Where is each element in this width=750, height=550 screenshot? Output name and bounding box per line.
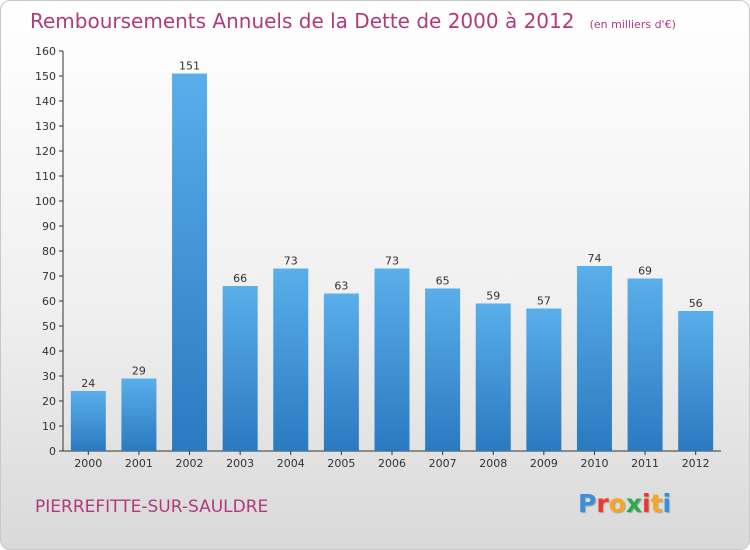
value-label-2002: 151 (179, 60, 200, 73)
value-label-2003: 66 (233, 272, 247, 285)
brand-letter: P (578, 489, 597, 518)
brand-letter: i (642, 489, 651, 518)
y-tick-label: 50 (42, 320, 56, 333)
y-tick-label: 110 (35, 170, 56, 183)
brand-letter: x (625, 489, 642, 518)
x-tick-label-2003: 2003 (226, 457, 254, 470)
brand-letter: r (596, 489, 609, 518)
title-row: Remboursements Annuels de la Dette de 20… (30, 9, 676, 33)
x-tick-label-2000: 2000 (74, 457, 102, 470)
bar-2002 (172, 73, 208, 451)
y-tick-label: 70 (42, 270, 56, 283)
y-tick-label: 30 (42, 370, 56, 383)
y-tick-label: 80 (42, 245, 56, 258)
value-label-2009: 57 (537, 295, 551, 308)
page-title: Remboursements Annuels de la Dette de 20… (30, 9, 575, 33)
bar-2009 (526, 308, 562, 451)
bar-2000 (70, 391, 106, 451)
y-tick-label: 130 (35, 120, 56, 133)
x-tick-label-2012: 2012 (682, 457, 710, 470)
x-tick-label-2006: 2006 (378, 457, 406, 470)
brand-letter: t (650, 489, 663, 518)
x-tick-label-2010: 2010 (580, 457, 608, 470)
value-label-2004: 73 (284, 255, 298, 268)
x-tick-labels: 2000 2001 2002 2003 2004 2005 2006 2007 2008 2009… (74, 457, 709, 470)
y-tick-label: 40 (42, 345, 56, 358)
y-tick-label: 10 (42, 420, 56, 433)
bars (70, 73, 714, 451)
bar-2010 (576, 266, 612, 451)
value-labels: 24 29 151 66 73 63 73 65 59 57 74 69 56 (81, 60, 702, 391)
x-tick-label-2009: 2009 (530, 457, 558, 470)
bar-2011 (627, 278, 663, 451)
y-tick-label: 100 (35, 195, 56, 208)
y-tick-label: 140 (35, 95, 56, 108)
value-label-2001: 29 (132, 365, 146, 378)
brand-letter: i (662, 489, 672, 518)
title-unit: (en milliers d'€) (589, 18, 676, 31)
bar-2001 (121, 378, 157, 451)
y-tick-label: 160 (35, 45, 56, 58)
y-tick-label: 60 (42, 295, 56, 308)
x-tick-label-2002: 2002 (176, 457, 204, 470)
y-tick-label: 0 (49, 445, 56, 458)
x-tick-label-2001: 2001 (125, 457, 153, 470)
bar-2003 (222, 286, 258, 451)
value-label-2010: 74 (587, 252, 601, 265)
brand-letter: o (608, 489, 626, 518)
bar-2008 (475, 303, 511, 451)
value-label-2005: 63 (334, 280, 348, 293)
x-tick-label-2005: 2005 (327, 457, 355, 470)
y-tick-labels: 0 10 20 30 40 50 60 70 80 90 100 110 120 130 140 150 160 (35, 45, 56, 458)
x-tick-label-2004: 2004 (277, 457, 305, 470)
y-tick-label: 20 (42, 395, 56, 408)
x-tick-label-2007: 2007 (429, 457, 457, 470)
bar-2006 (374, 268, 410, 451)
value-label-2006: 73 (385, 255, 399, 268)
value-label-2011: 69 (638, 265, 652, 278)
y-tick-label: 150 (35, 70, 56, 83)
bar-2005 (323, 293, 359, 451)
value-label-2012: 56 (689, 297, 703, 310)
y-tick-label: 90 (42, 220, 56, 233)
y-tick-label: 120 (35, 145, 56, 158)
value-label-2007: 65 (436, 275, 450, 288)
bar-2007 (425, 288, 461, 451)
value-label-2008: 59 (486, 290, 500, 303)
value-label-2000: 24 (81, 377, 95, 390)
bar-2004 (273, 268, 309, 451)
brand-logo: Proxiti (578, 489, 671, 518)
bar-2012 (678, 311, 714, 451)
commune-name: PIERREFITTE-SUR-SAULDRE (35, 497, 269, 517)
x-tick-label-2011: 2011 (631, 457, 659, 470)
x-tick-label-2008: 2008 (479, 457, 507, 470)
